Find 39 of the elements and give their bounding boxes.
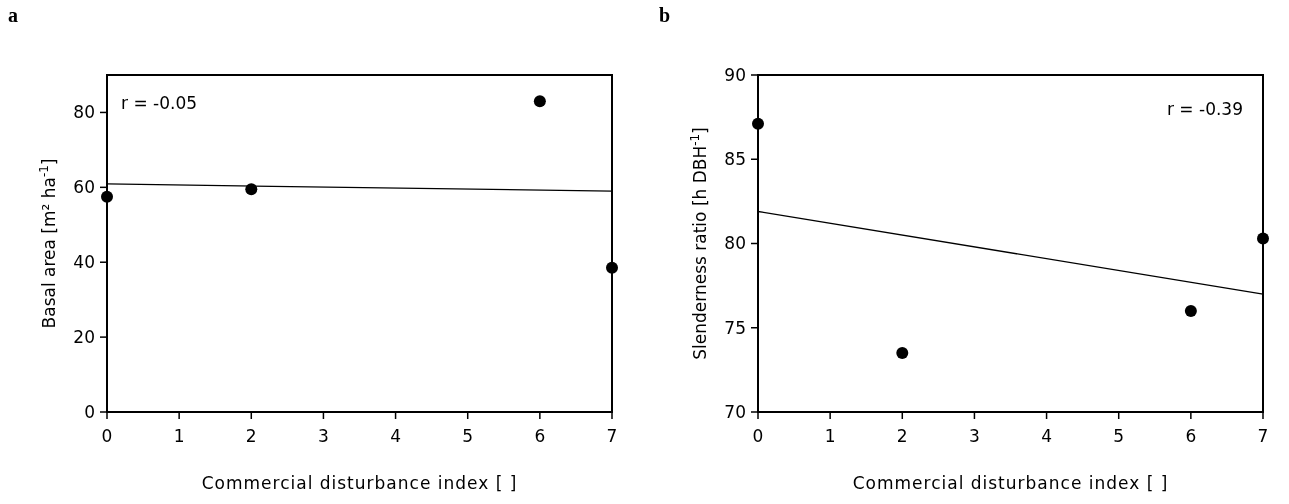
x-tick-label: 3 bbox=[969, 426, 980, 446]
point bbox=[752, 117, 764, 130]
chart-title: b bbox=[659, 4, 671, 26]
annotation: r = -0.05 bbox=[121, 93, 198, 113]
x-tick-label: 5 bbox=[1113, 426, 1125, 446]
x-axis-title: Commercial disturbance index [ ] bbox=[852, 473, 1169, 493]
point bbox=[533, 95, 546, 108]
y-tick-label: 75 bbox=[724, 317, 746, 338]
y-tick-label: 85 bbox=[724, 149, 746, 170]
x-tick-label: 6 bbox=[1185, 426, 1197, 446]
x-tick-label: 4 bbox=[1041, 426, 1052, 446]
x-tick-label: 0 bbox=[752, 426, 764, 446]
x-tick-label: 5 bbox=[462, 426, 474, 446]
x-tick-label: 2 bbox=[896, 426, 908, 446]
x-tick-label: 1 bbox=[173, 426, 185, 446]
y-tick-label: 90 bbox=[724, 64, 746, 85]
x-tick-label: 1 bbox=[824, 426, 836, 446]
point bbox=[1184, 304, 1197, 317]
x-tick-label: 7 bbox=[606, 426, 618, 446]
x-tick-label: 0 bbox=[101, 426, 113, 446]
y-tick-label: 20 bbox=[73, 327, 95, 348]
y-tick-label: 80 bbox=[724, 233, 746, 254]
annotation: r = -0.39 bbox=[1166, 99, 1243, 119]
x-tick-label: 7 bbox=[1257, 426, 1269, 446]
y-tick-label: 70 bbox=[724, 401, 746, 422]
y-tick-label: 0 bbox=[84, 401, 95, 422]
chart-title: a bbox=[8, 4, 18, 26]
point bbox=[101, 190, 113, 203]
x-tick-label: 2 bbox=[245, 426, 257, 446]
y-tick-label: 80 bbox=[73, 102, 95, 123]
point bbox=[606, 261, 618, 274]
y-tick-label: 40 bbox=[73, 252, 95, 273]
x-axis-title: Commercial disturbance index [ ] bbox=[201, 473, 518, 493]
x-tick-label: 6 bbox=[534, 426, 546, 446]
x-tick-label: 4 bbox=[390, 426, 401, 446]
point bbox=[1257, 232, 1269, 245]
point bbox=[896, 347, 909, 360]
x-tick-label: 3 bbox=[318, 426, 329, 446]
y-tick-label: 60 bbox=[73, 177, 95, 198]
